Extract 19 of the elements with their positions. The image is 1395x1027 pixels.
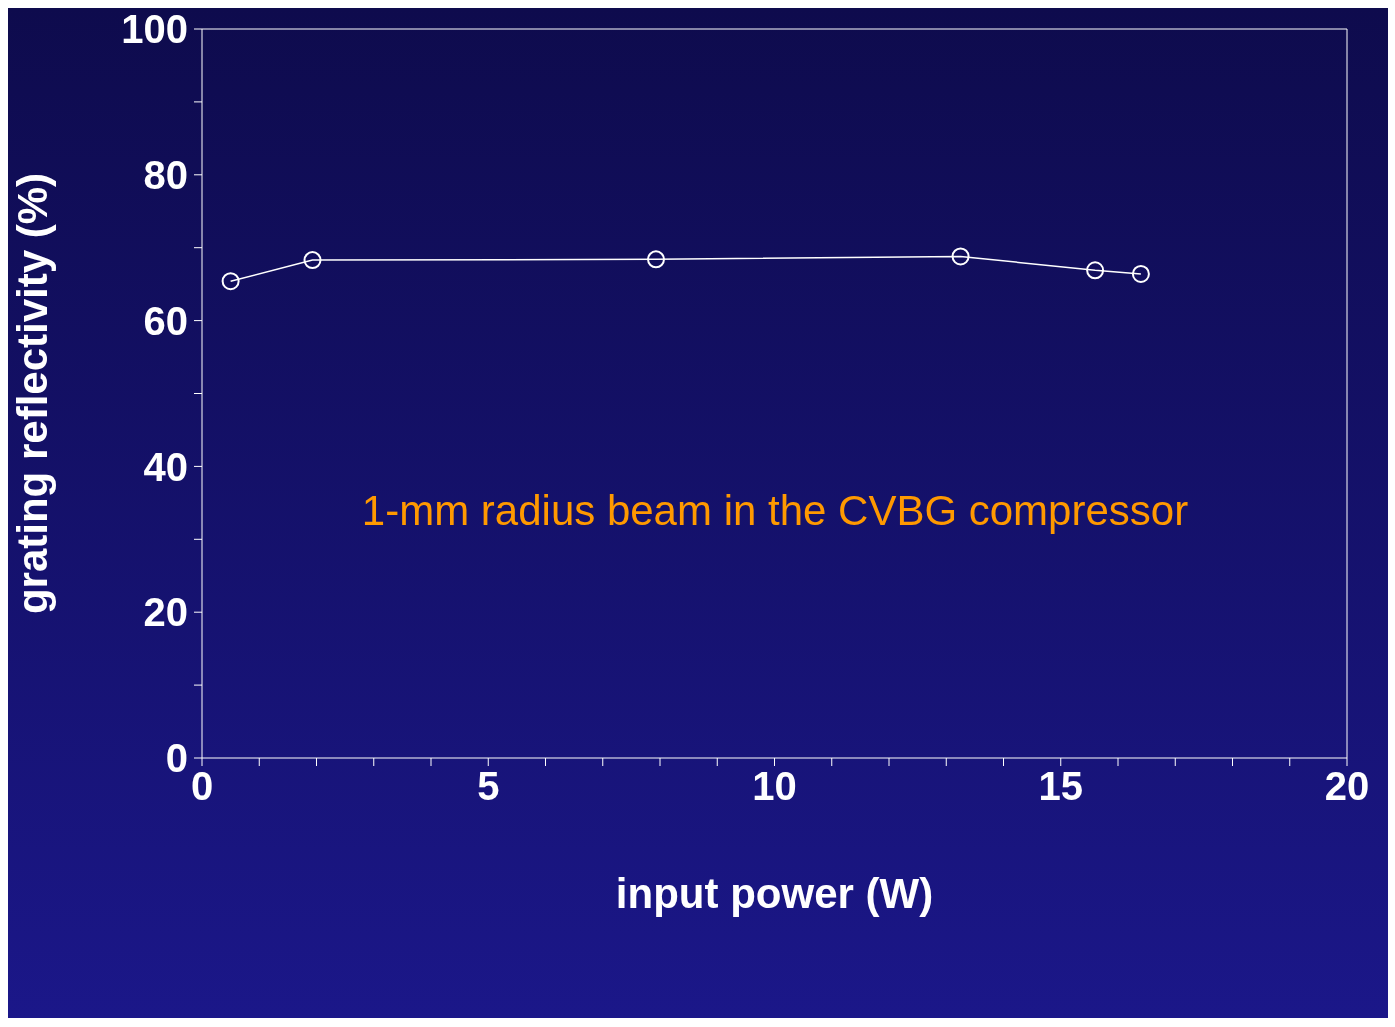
point [303,251,322,270]
x-axis-title: input power (W) [615,870,934,917]
y-tick-label: 100 [121,7,188,52]
y-tick-label: 80 [143,153,188,197]
x-tick-label: 5 [477,764,500,809]
x-tick-label: 10 [752,764,797,809]
point [646,250,665,269]
annotation: 1-mm radius beam in the CVBG compressor [360,487,1190,536]
y-tick-label: 20 [143,590,188,635]
x-tick-label: 20 [1324,764,1370,809]
y-tick-label: 0 [165,736,188,781]
point [1131,264,1150,283]
point [951,247,970,266]
point [221,272,240,291]
x-tick-label: 15 [1038,764,1083,809]
point [1086,261,1105,280]
y-tick-label: 40 [143,444,188,489]
y-tick-label: 60 [143,298,188,343]
y-axis-title: grating reflectivity (%) [8,172,56,615]
